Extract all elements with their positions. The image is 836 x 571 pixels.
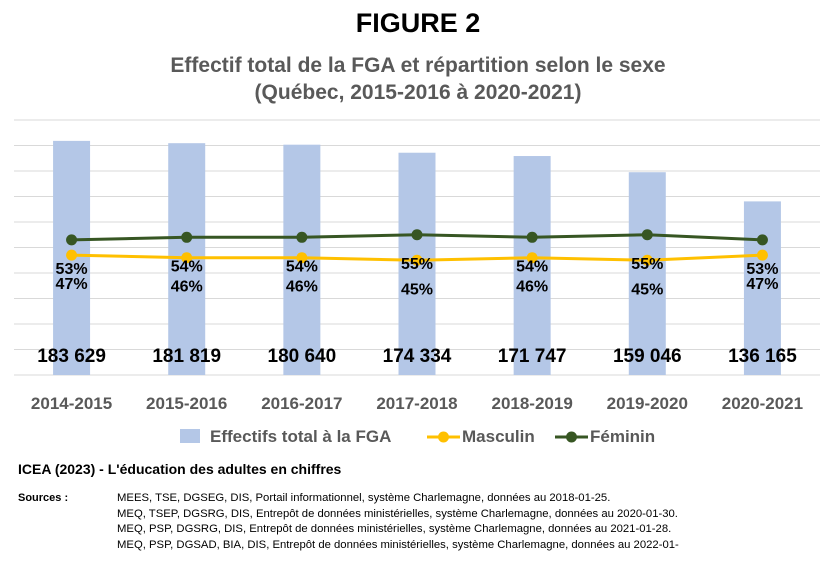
feminin-data-label: 53% <box>56 261 88 278</box>
feminin-data-label: 54% <box>516 258 548 275</box>
masculin-data-label: 45% <box>631 281 663 298</box>
feminin-point <box>66 234 78 246</box>
masculin-data-label: 46% <box>286 279 318 296</box>
legend-label: Effectifs total à la FGA <box>210 427 391 446</box>
bar <box>628 172 666 375</box>
legend-label: Masculin <box>462 427 535 446</box>
sources-list: MEES, TSE, DGSEG, DIS, Portail informati… <box>117 491 679 553</box>
x-tick-label: 2016-2017 <box>261 394 342 413</box>
masculin-point <box>296 252 308 264</box>
legend-swatch-bar <box>180 429 200 443</box>
bar <box>743 201 781 375</box>
masculin-data-label: 47% <box>746 276 778 293</box>
feminin-data-label: 54% <box>171 258 203 275</box>
masculin-point <box>66 249 78 261</box>
masculin-point <box>526 252 538 264</box>
feminin-data-label: 54% <box>286 258 318 275</box>
masculin-point <box>756 249 768 261</box>
bar-data-label: 159 046 <box>613 346 682 367</box>
masculin-point <box>641 254 653 266</box>
bar-data-label: 183 629 <box>37 346 106 367</box>
feminin-point <box>411 229 423 241</box>
feminin-point <box>641 229 653 241</box>
chart-subtitle: (Québec, 2015-2016 à 2020-2021) <box>254 81 582 104</box>
sources-label: Sources : <box>18 492 69 504</box>
chart: 53% 54% 54% 55% 54% 55% 53%47% 46% 46% 45% 46% 45% 4… <box>14 119 820 446</box>
bar-data-label: 171 747 <box>498 346 567 367</box>
masculin-data-label: 46% <box>171 279 203 296</box>
masculin-point <box>411 254 423 266</box>
chart-title: Effectif total de la FGA et répartition … <box>0 52 836 106</box>
legend-label: Féminin <box>590 427 655 446</box>
bar-data-label: 180 640 <box>268 346 337 367</box>
feminin-point <box>756 234 768 246</box>
feminin-data-label: 55% <box>631 256 663 273</box>
masculin-data-label: 45% <box>401 281 433 298</box>
bar-data-label: 174 334 <box>383 346 452 367</box>
source-item: MEQ, PSP, DGSAD, BIA, DIS, Entrepôt de d… <box>117 538 679 551</box>
chart-title-line: Effectif total de la FGA et répartition … <box>170 54 666 77</box>
feminin-point <box>296 231 308 243</box>
figure-label: FIGURE 2 <box>355 8 481 38</box>
x-tick-label: 2020-2021 <box>722 394 803 413</box>
masculin-data-label: 46% <box>516 279 548 296</box>
legend-marker-masculin <box>438 431 449 443</box>
bar <box>513 156 551 375</box>
x-tick-label: 2014-2015 <box>31 394 112 413</box>
feminin-point <box>181 231 193 243</box>
source-item: MEQ, TSEP, DGSRG, DIS, Entrepôt de donné… <box>117 507 678 520</box>
feminin-point <box>526 231 538 243</box>
feminin-data-label: 53% <box>746 261 778 278</box>
source-item: MEES, TSE, DGSEG, DIS, Portail informati… <box>117 492 611 504</box>
source-item: MEQ, PSP, DGSRG, DIS, Entrepôt de donnée… <box>117 523 672 536</box>
x-tick-label: 2017-2018 <box>376 394 457 413</box>
x-tick-label: 2018-2019 <box>491 394 572 413</box>
x-tick-label: 2019-2020 <box>607 394 688 413</box>
feminin-data-label: 55% <box>401 256 433 273</box>
bar-data-label: 136 165 <box>728 346 797 367</box>
masculin-data-label: 47% <box>56 276 88 293</box>
legend-marker-feminin <box>566 431 577 443</box>
bar-data-label: 181 819 <box>152 346 221 367</box>
x-tick-label: 2015-2016 <box>146 394 227 413</box>
masculin-point <box>181 252 193 264</box>
source-credit: ICEA (2023) - L'éducation des adultes en… <box>18 461 342 477</box>
